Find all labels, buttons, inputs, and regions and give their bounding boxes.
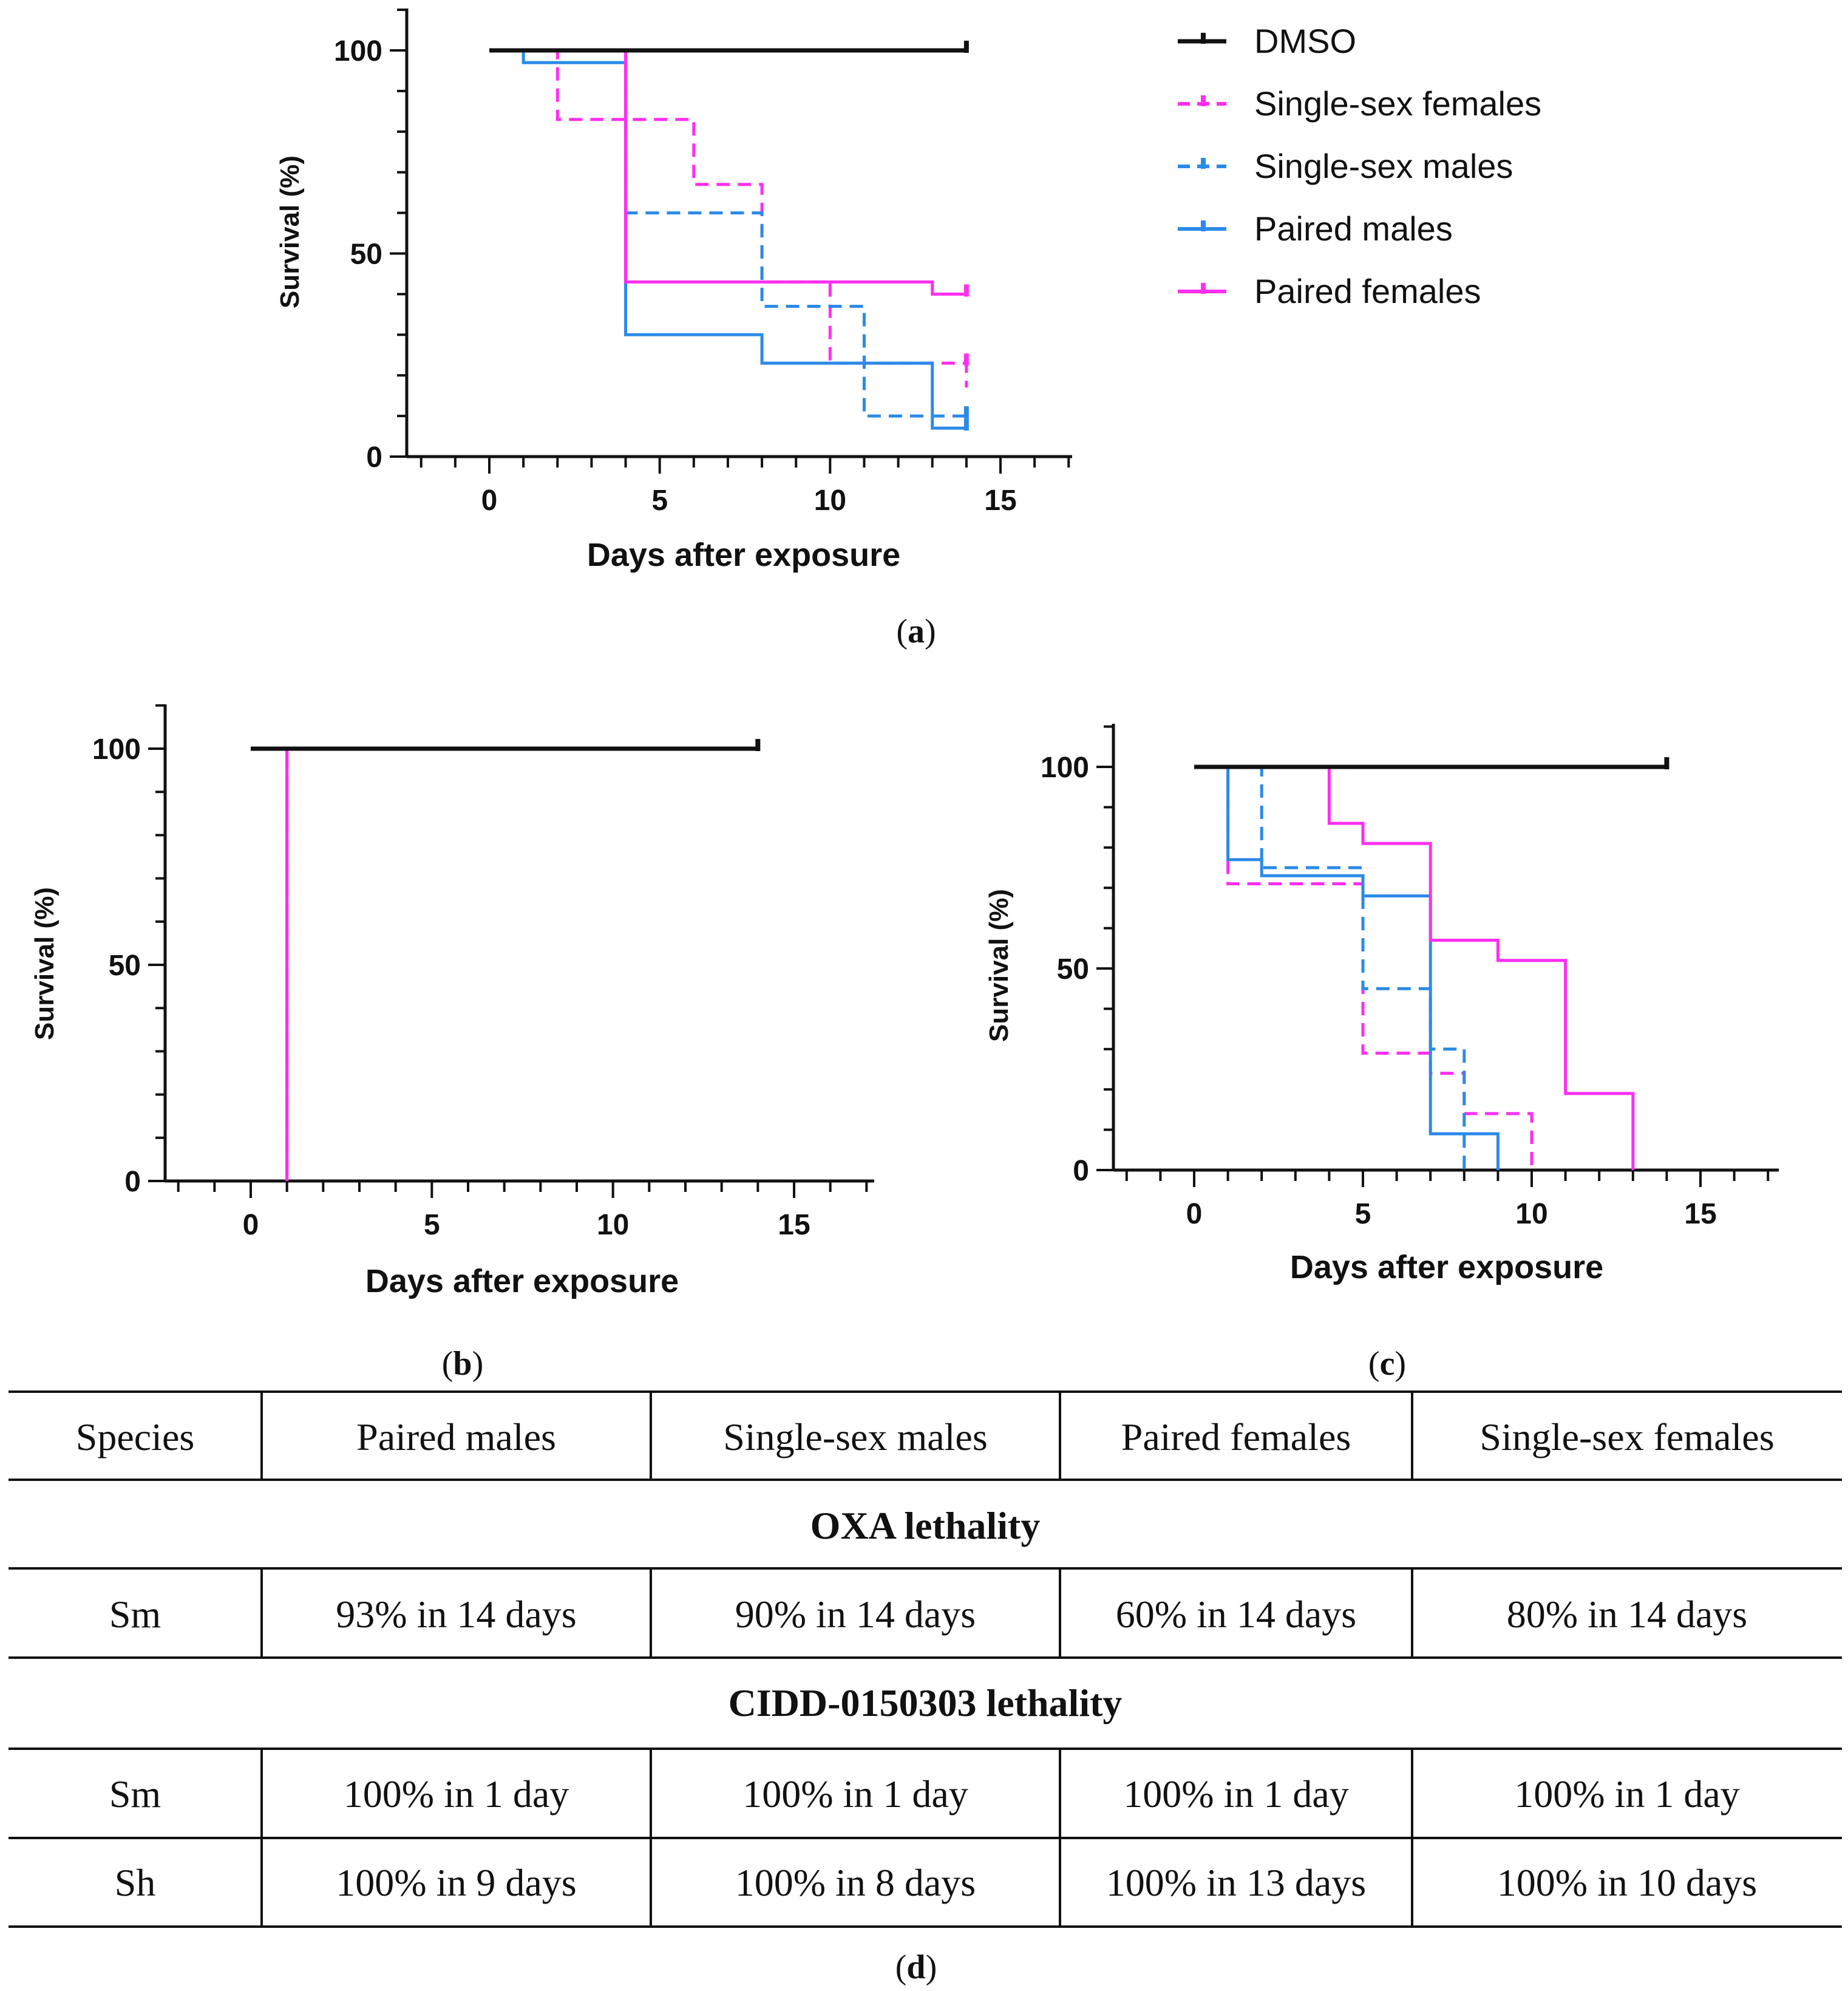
chart-a: 0 5 10 15 0 50 100 Days after exposure Survival … <box>275 9 1072 573</box>
x-axis-label: Days after exposure <box>587 537 900 573</box>
legend-label-paired-females: Paired females <box>1254 272 1481 310</box>
y-tick-label: 0 <box>124 1166 141 1198</box>
x-tick-label: 0 <box>1186 1198 1203 1230</box>
series-line-single-sex-females <box>251 747 289 1181</box>
table-cell: 100% in 10 days <box>1497 1861 1757 1904</box>
chart-b: 0 5 10 15 0 50 100 Days after exposure Survival … <box>30 704 874 1299</box>
table-cell: 93% in 14 days <box>336 1593 576 1636</box>
y-tick-label: 50 <box>1057 953 1089 985</box>
table-cell: 90% in 14 days <box>735 1593 976 1636</box>
table-cell: 100% in 1 day <box>1514 1772 1740 1816</box>
series-line-paired-males <box>1194 765 1500 1170</box>
panel-label-a: (a) <box>896 613 936 650</box>
legend: DMSO Single-sex females Single-sex males Pa… <box>1178 22 1541 310</box>
y-tick-label: 0 <box>1073 1155 1089 1187</box>
legend-label-dmso: DMSO <box>1254 22 1356 60</box>
chart-c: 0 5 10 15 0 50 100 Days after exposure Survival … <box>984 724 1779 1285</box>
x-axis-label: Days after exposure <box>365 1263 679 1299</box>
y-tick-label: 100 <box>334 35 382 67</box>
table-cell: 80% in 14 days <box>1507 1593 1747 1636</box>
series-line-paired-females <box>251 747 289 1181</box>
series-line-single-sex-females <box>489 49 968 388</box>
panel-label-d: (d) <box>895 1948 937 1986</box>
x-tick-label: 5 <box>1355 1198 1371 1230</box>
table-section-title: CIDD-0150303 lethality <box>729 1681 1123 1724</box>
x-tick-label: 15 <box>1684 1198 1716 1230</box>
table-header-cell: Single-sex females <box>1479 1415 1774 1458</box>
lethality-table: Species Paired males Single-sex males Paire… <box>8 1390 1842 1928</box>
panel-label-c: (c) <box>1368 1345 1406 1383</box>
table-cell: 60% in 14 days <box>1116 1593 1356 1636</box>
x-tick-label: 10 <box>1515 1198 1547 1230</box>
y-axis-label: Survival (%) <box>984 889 1014 1042</box>
x-tick-label: 15 <box>984 485 1016 517</box>
y-axis-label: Survival (%) <box>275 155 305 308</box>
y-tick-label: 100 <box>1041 752 1089 784</box>
series-line-paired-males <box>489 49 966 430</box>
x-axis-label: Days after exposure <box>1290 1249 1603 1285</box>
table-cell: 100% in 8 days <box>735 1861 976 1904</box>
table-cell: 100% in 13 days <box>1106 1861 1366 1904</box>
x-tick-label: 10 <box>814 485 846 517</box>
panel-label-b: (b) <box>442 1345 483 1383</box>
table-cell: Sm <box>109 1593 161 1636</box>
series-line-single-sex-males <box>489 49 966 418</box>
x-tick-label: 10 <box>597 1209 629 1241</box>
table-header-cell: Paired females <box>1121 1415 1351 1458</box>
series-line-single-sex-males <box>251 747 289 1181</box>
legend-label-single-sex-males: Single-sex males <box>1254 147 1513 185</box>
y-axis-label: Survival (%) <box>30 887 59 1040</box>
y-tick-label: 100 <box>92 733 141 766</box>
table-section-title: OXA lethality <box>810 1504 1041 1547</box>
x-tick-label: 5 <box>424 1209 440 1241</box>
x-tick-label: 0 <box>243 1209 259 1241</box>
x-tick-label: 15 <box>778 1209 810 1241</box>
x-tick-label: 0 <box>481 485 498 517</box>
table-cell: 100% in 1 day <box>742 1772 968 1816</box>
table-cell: 100% in 9 days <box>336 1861 576 1904</box>
table-cell: Sm <box>109 1772 161 1816</box>
table-header-cell: Paired males <box>356 1415 556 1458</box>
table-header-cell: Single-sex males <box>723 1415 987 1458</box>
series-line-paired-females <box>1194 765 1635 1170</box>
table-cell: 100% in 1 day <box>1123 1772 1349 1816</box>
y-tick-label: 50 <box>109 950 141 982</box>
series-line-single-sex-males <box>1194 765 1466 1170</box>
table-cell: Sh <box>115 1861 156 1904</box>
x-tick-label: 5 <box>651 485 668 517</box>
legend-label-paired-males: Paired males <box>1254 209 1453 248</box>
table-cell: 100% in 1 day <box>344 1772 569 1816</box>
series-line-paired-females <box>489 49 966 296</box>
series-line-paired-males <box>251 747 289 1181</box>
y-tick-label: 0 <box>366 441 382 474</box>
y-tick-label: 50 <box>350 239 382 271</box>
legend-label-single-sex-females: Single-sex females <box>1254 84 1541 123</box>
table-header-cell: Species <box>76 1415 195 1458</box>
